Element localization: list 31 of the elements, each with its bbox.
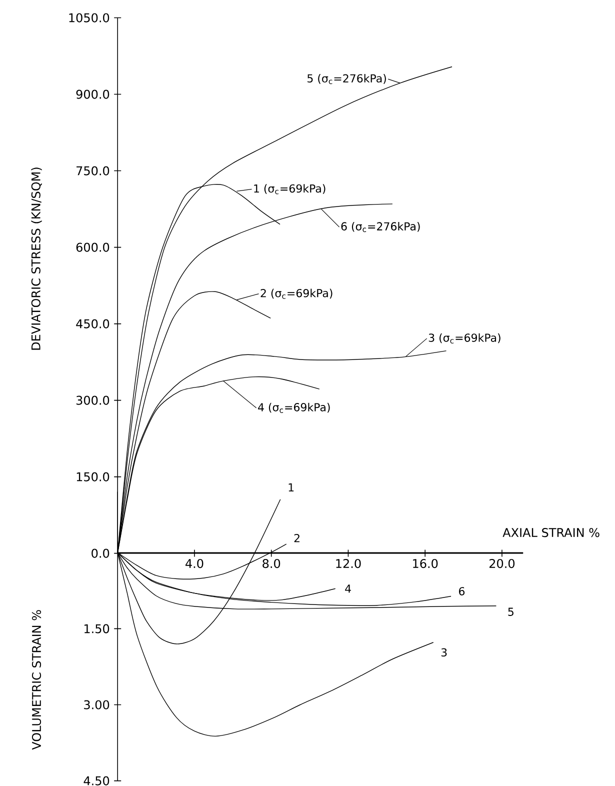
y-tick-label: 1.50	[84, 624, 110, 634]
annotation: 1	[288, 483, 294, 492]
y-tick-label: 300.0	[76, 396, 110, 405]
y-axis-title: VOLUMETRIC STRAIN %	[32, 610, 42, 750]
annotation: 6	[459, 587, 465, 596]
y-tick-label: 4.50	[84, 776, 110, 786]
x-tick-label: 12.0	[336, 558, 361, 568]
annotation: 3 (σ$_{c}$=69kPa)	[428, 333, 500, 344]
y-tick-label: 900.0	[76, 90, 110, 99]
y-tick-label: 150.0	[76, 472, 110, 482]
annotation: 4 (σ$_{c}$=69kPa)	[258, 402, 330, 413]
y-tick-label: 450.0	[76, 319, 110, 328]
y-tick-label: 600.0	[76, 242, 110, 252]
x-tick-label: 16.0	[413, 558, 438, 568]
x-tick-label: 4.0	[186, 558, 204, 568]
y-tick-label: 750.0	[76, 166, 110, 176]
y-axis-title: DEVIATORIC STRESS (KN/SQM)	[31, 168, 42, 350]
x-tick-label: 20.0	[489, 558, 515, 568]
annotation: 5	[508, 608, 514, 616]
y-tick-label: 3.00	[84, 700, 110, 710]
annotation: 3	[441, 648, 447, 657]
y-tick-label: 0.0	[92, 548, 110, 558]
x-tick-label: 8.0	[262, 558, 280, 568]
annotation: 1 (σ$_{c}$=69kPa)	[254, 184, 326, 194]
annotation: 6 (σ$_{c}$=276kPa)	[341, 222, 420, 232]
annotation: 2 (σ$_{c}$=69kPa)	[260, 288, 332, 299]
y-tick-label: 1050.0	[69, 13, 110, 22]
annotation: 2	[294, 534, 300, 542]
annotation: 4	[345, 584, 351, 593]
x-axis-title: AXIAL STRAIN %	[502, 528, 600, 538]
annotation: 5 (σ$_{c}$=276kPa)	[308, 74, 386, 84]
